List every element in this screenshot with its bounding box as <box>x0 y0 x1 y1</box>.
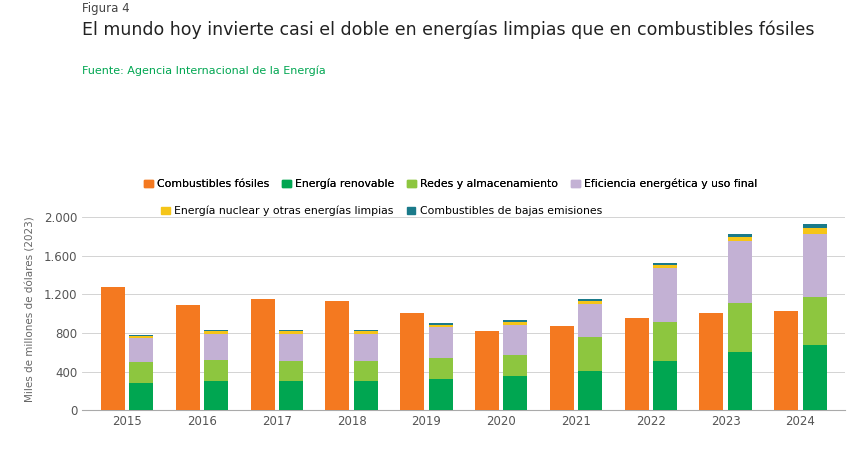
Bar <box>129 383 153 410</box>
Legend: Energía nuclear y otras energías limpias, Combustibles de bajas emisiones: Energía nuclear y otras energías limpias… <box>157 202 606 221</box>
Bar <box>205 331 228 334</box>
Bar <box>428 379 453 410</box>
Bar <box>428 323 453 325</box>
Bar <box>578 371 603 410</box>
Bar <box>803 228 826 234</box>
Bar <box>653 265 677 268</box>
Bar <box>578 304 603 337</box>
Bar <box>279 330 303 331</box>
Bar <box>578 299 603 301</box>
Bar <box>428 358 453 379</box>
Bar <box>205 334 228 360</box>
Bar <box>354 330 378 331</box>
Bar <box>803 224 826 228</box>
Bar <box>624 318 649 410</box>
Text: Fuente: Agencia Internacional de la Energía: Fuente: Agencia Internacional de la Ener… <box>82 65 326 76</box>
Bar <box>653 262 677 265</box>
Bar <box>325 301 349 410</box>
Bar <box>728 237 752 241</box>
Bar <box>428 325 453 327</box>
Legend: Combustibles fósiles, Energía renovable, Redes y almacenamiento, Eficiencia ener: Combustibles fósiles, Energía renovable,… <box>140 175 762 194</box>
Bar <box>129 338 153 362</box>
Bar <box>504 376 527 410</box>
Bar <box>728 241 752 303</box>
Bar <box>176 305 199 410</box>
Bar <box>803 345 826 410</box>
Bar <box>475 331 499 410</box>
Bar <box>728 234 752 237</box>
Bar <box>129 335 153 336</box>
Bar <box>205 381 228 410</box>
Bar <box>774 311 799 410</box>
Bar <box>101 287 125 410</box>
Bar <box>354 334 378 361</box>
Bar <box>129 336 153 338</box>
Bar <box>129 362 153 383</box>
Bar <box>401 313 424 410</box>
Bar <box>428 327 453 358</box>
Bar <box>504 355 527 376</box>
Bar <box>728 352 752 410</box>
Bar <box>653 322 677 361</box>
Bar <box>279 334 303 361</box>
Bar <box>700 313 723 410</box>
Text: Figura 4: Figura 4 <box>82 2 130 15</box>
Bar <box>504 322 527 325</box>
Bar <box>205 360 228 381</box>
Bar <box>354 381 378 410</box>
Text: El mundo hoy invierte casi el doble en energías limpias que en combustibles fósi: El mundo hoy invierte casi el doble en e… <box>82 20 815 39</box>
Bar <box>251 299 275 410</box>
Bar <box>504 325 527 355</box>
Bar <box>354 331 378 334</box>
Bar <box>279 331 303 334</box>
Bar <box>578 301 603 304</box>
Bar <box>653 268 677 322</box>
Bar <box>205 330 228 331</box>
Bar <box>803 297 826 345</box>
Bar <box>578 337 603 371</box>
Bar <box>279 382 303 410</box>
Bar <box>279 361 303 382</box>
Bar <box>504 320 527 322</box>
Bar <box>728 303 752 352</box>
Y-axis label: Miles de millones de dólares (2023): Miles de millones de dólares (2023) <box>26 216 36 402</box>
Bar <box>653 361 677 410</box>
Bar <box>550 327 574 410</box>
Bar <box>803 234 826 297</box>
Bar <box>354 361 378 381</box>
